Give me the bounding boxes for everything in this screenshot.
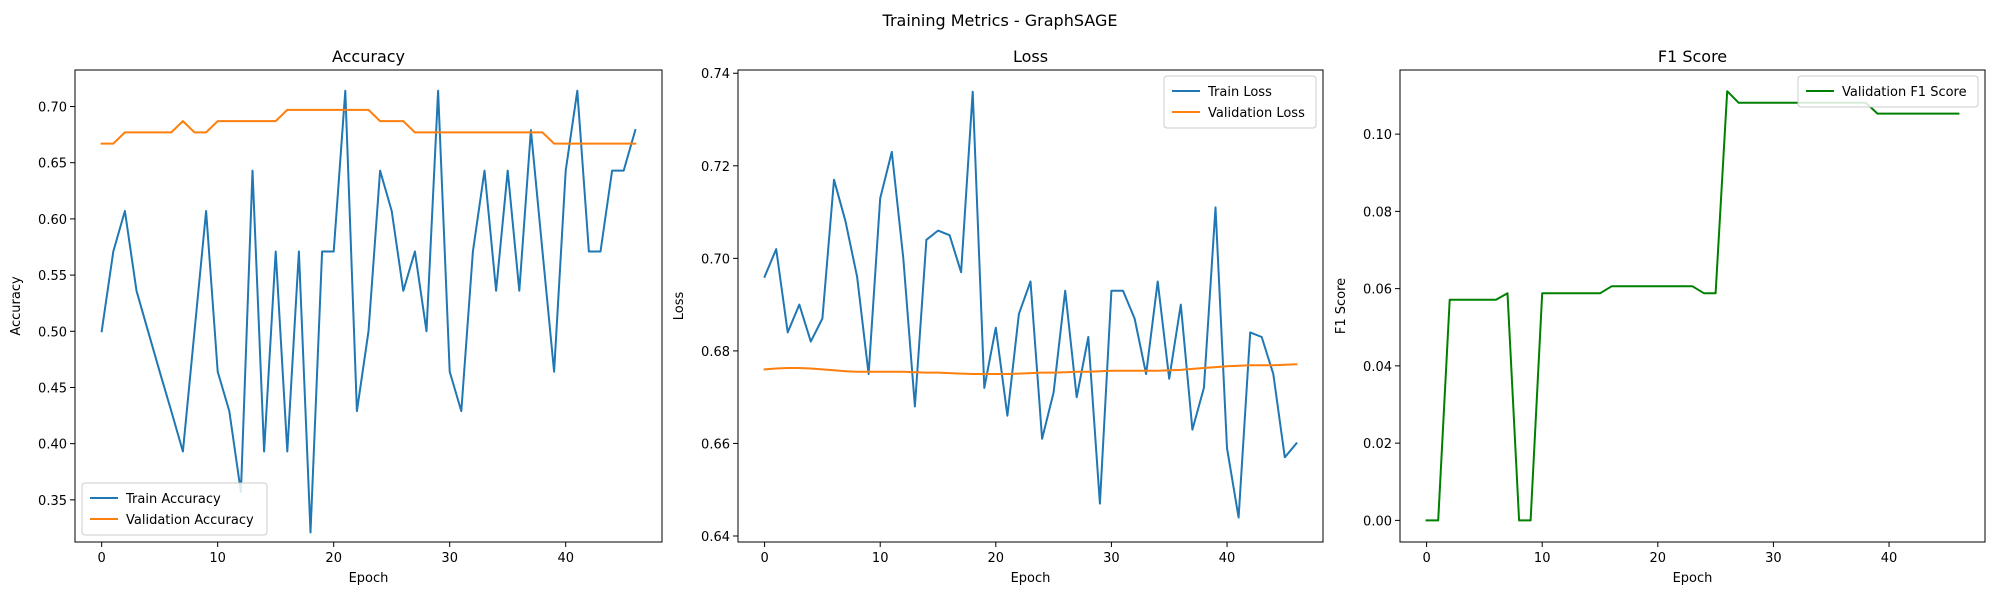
legend-box bbox=[1797, 75, 1979, 108]
legend-box bbox=[81, 482, 268, 536]
x-tick-label: 10 bbox=[209, 551, 226, 566]
y-tick-label: 0.04 bbox=[1363, 360, 1392, 375]
y-tick-label: 0.70 bbox=[38, 101, 67, 116]
axes-frame bbox=[737, 69, 1324, 543]
y-tick-label: 0.06 bbox=[1363, 283, 1392, 298]
legend-label: Train Accuracy bbox=[125, 492, 221, 507]
y-tick-label: 0.10 bbox=[1363, 128, 1392, 143]
y-tick-label: 0.70 bbox=[701, 252, 730, 267]
x-tick-label: 0 bbox=[98, 551, 106, 566]
x-tick-label: 40 bbox=[1219, 551, 1236, 566]
y-tick-label: 0.65 bbox=[38, 157, 67, 172]
chart-title: Loss bbox=[1013, 47, 1048, 66]
series-line-validation-loss bbox=[763, 363, 1298, 375]
y-tick-label: 0.60 bbox=[38, 213, 67, 228]
y-axis-label: F1 Score bbox=[1334, 278, 1349, 334]
chart-accuracy: Accuracy 0 10 20 30 40 0.35 0.40 0.45 0.50 0.55 0.6… bbox=[9, 47, 663, 586]
x-tick-label: 30 bbox=[1765, 551, 1782, 566]
chart-title: Accuracy bbox=[332, 47, 405, 66]
x-tick-label: 10 bbox=[1534, 551, 1551, 566]
x-tick-label: 0 bbox=[1422, 551, 1430, 566]
y-tick-label: 0.08 bbox=[1363, 205, 1392, 220]
x-axis-label: Epoch bbox=[1673, 571, 1713, 586]
legend-label: Validation Accuracy bbox=[126, 513, 254, 528]
x-tick-label: 0 bbox=[760, 551, 768, 566]
x-tick-label: 10 bbox=[872, 551, 889, 566]
axes-frame bbox=[1399, 69, 1986, 543]
y-tick-label: 0.72 bbox=[701, 160, 730, 175]
x-tick-label: 20 bbox=[988, 551, 1005, 566]
legend: Train Loss Validation Loss bbox=[1163, 75, 1317, 129]
legend: Train Accuracy Validation Accuracy bbox=[81, 482, 268, 536]
y-tick-label: 0.45 bbox=[38, 381, 67, 396]
y-tick-label: 0.40 bbox=[38, 438, 67, 453]
legend-label: Train Loss bbox=[1207, 85, 1272, 100]
x-tick-label: 30 bbox=[1103, 551, 1120, 566]
y-tick-label: 0.64 bbox=[701, 530, 730, 545]
y-tick-label: 0.74 bbox=[701, 67, 730, 82]
y-tick-label: 0.55 bbox=[38, 269, 67, 284]
chart-loss: Loss 0 10 20 30 40 0.64 0.66 0.68 0.70 0.72 0.74 Epo… bbox=[672, 47, 1324, 586]
series-line-train-accuracy bbox=[100, 89, 637, 534]
x-tick-label: 30 bbox=[441, 551, 458, 566]
series-line-train-loss bbox=[763, 90, 1298, 519]
x-axis-label: Epoch bbox=[349, 571, 389, 586]
y-axis-label: Loss bbox=[672, 292, 687, 321]
legend-label: Validation Loss bbox=[1208, 106, 1305, 121]
legend-label: Validation F1 Score bbox=[1842, 85, 1967, 100]
legend-box bbox=[1163, 75, 1317, 129]
x-tick-label: 40 bbox=[1881, 551, 1898, 566]
y-axis-label: Accuracy bbox=[9, 276, 24, 336]
chart-title: F1 Score bbox=[1658, 47, 1727, 66]
x-tick-label: 20 bbox=[325, 551, 342, 566]
legend: Validation F1 Score bbox=[1797, 75, 1979, 108]
y-tick-label: 0.00 bbox=[1363, 514, 1392, 529]
y-tick-label: 0.35 bbox=[38, 494, 67, 509]
series-line-validation-accuracy bbox=[100, 108, 637, 145]
figure-suptitle: Training Metrics - GraphSAGE bbox=[882, 11, 1118, 30]
chart-panels: Accuracy 0 10 20 30 40 0.35 0.40 0.45 0.50 0.55 0.6… bbox=[9, 47, 1986, 586]
y-tick-label: 0.02 bbox=[1363, 437, 1392, 452]
x-tick-label: 40 bbox=[557, 551, 574, 566]
axes-frame bbox=[74, 69, 663, 543]
y-tick-label: 0.66 bbox=[701, 437, 730, 452]
chart-f1-score: F1 Score 0 10 20 30 40 0.00 0.02 0.04 0.06 0.08 0.1… bbox=[1334, 47, 1986, 586]
y-tick-label: 0.50 bbox=[38, 325, 67, 340]
y-tick-label: 0.68 bbox=[701, 345, 730, 360]
x-axis-label: Epoch bbox=[1011, 571, 1051, 586]
x-tick-label: 20 bbox=[1650, 551, 1667, 566]
